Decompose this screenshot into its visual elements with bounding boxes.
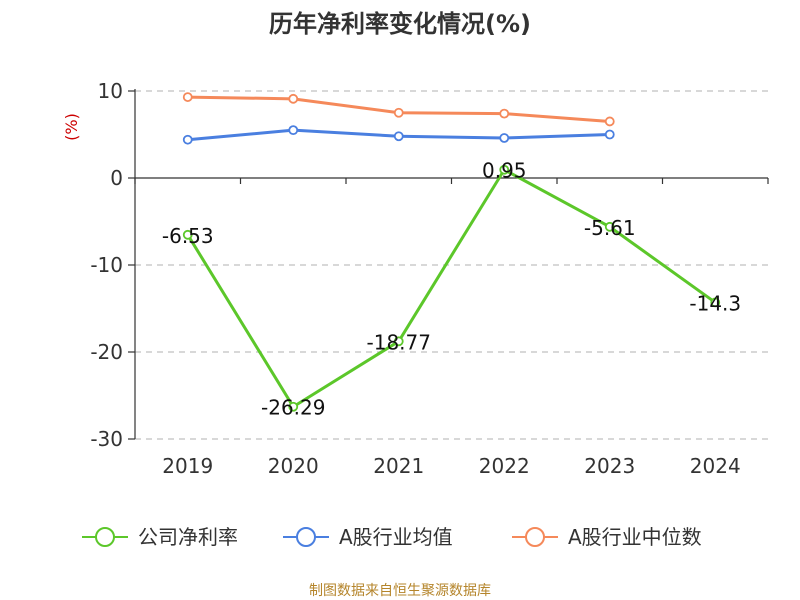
x-tick-label-2019: 2019: [162, 454, 213, 478]
series-0-point-1[interactable]: [288, 401, 299, 412]
x-tick-label-2021: 2021: [373, 454, 424, 478]
y-tick-label-4: -30: [90, 427, 123, 451]
y-tick-label-2: -10: [90, 253, 123, 277]
series-group: [182, 92, 721, 412]
series-1-point-2[interactable]: [393, 131, 404, 142]
legend-item-0[interactable]: 公司净利率: [82, 525, 238, 549]
series-2-point-4[interactable]: [604, 116, 615, 127]
series-0-point-5[interactable]: [710, 297, 721, 308]
legend-swatch-marker-0: [95, 527, 115, 547]
data-label-2024: -14.3: [689, 291, 741, 315]
x-tick-label-2024: 2024: [690, 454, 741, 478]
data-label-2023: -5.61: [584, 216, 636, 240]
x-tick-label-2022: 2022: [479, 454, 530, 478]
legend-swatch-marker-1: [296, 527, 316, 547]
series-2-point-1[interactable]: [288, 93, 299, 104]
series-1-point-0[interactable]: [182, 134, 193, 145]
series-1-point-4[interactable]: [604, 129, 615, 140]
series-0-point-0[interactable]: [182, 229, 193, 240]
grid-lines: [135, 90, 768, 440]
series-2-point-3[interactable]: [499, 108, 510, 119]
data-label-2022: 0.95: [482, 159, 527, 183]
series-2-point-0[interactable]: [182, 92, 193, 102]
series-0-point-4[interactable]: [604, 221, 615, 232]
legend: 公司净利率 A股行业均值 A股行业中位数: [82, 525, 702, 549]
y-tick-label-3: -20: [90, 340, 123, 364]
y-axis-label: (%): [62, 113, 81, 141]
series-1-point-3[interactable]: [499, 133, 510, 143]
y-tick-label-1: 0: [110, 166, 123, 190]
series-line-0: [186, 168, 717, 409]
legend-item-2[interactable]: A股行业中位数: [512, 525, 702, 549]
data-label-2019: -6.53: [162, 224, 214, 248]
series-2-point-2[interactable]: [393, 107, 404, 118]
data-labels: -6.53 -26.29 -18.77 0.95 -5.61 -14.3: [162, 159, 741, 420]
x-tick-label-2023: 2023: [584, 454, 635, 478]
series-0-point-2[interactable]: [393, 336, 404, 347]
y-tick-label-0: 10: [98, 79, 123, 103]
series-0-point-3[interactable]: [499, 164, 510, 175]
legend-label-0: 公司净利率: [138, 525, 238, 549]
legend-label-2: A股行业中位数: [568, 525, 702, 549]
source-note: 制图数据来自恒生聚源数据库: [309, 583, 491, 599]
legend-label-1: A股行业均值: [339, 525, 453, 549]
x-tick-label-2020: 2020: [268, 454, 319, 478]
chart-title: 历年净利率变化情况(%): [269, 10, 531, 38]
axes: 10 0 -10 -20 -30 2019 2020 2021 2022 2023 2024: [90, 79, 769, 478]
data-label-2021: -18.77: [367, 330, 431, 354]
legend-item-1[interactable]: A股行业均值: [283, 525, 453, 549]
data-label-2020: -26.29: [261, 396, 325, 420]
legend-swatch-marker-2: [525, 527, 545, 547]
series-1-point-1[interactable]: [288, 125, 299, 136]
